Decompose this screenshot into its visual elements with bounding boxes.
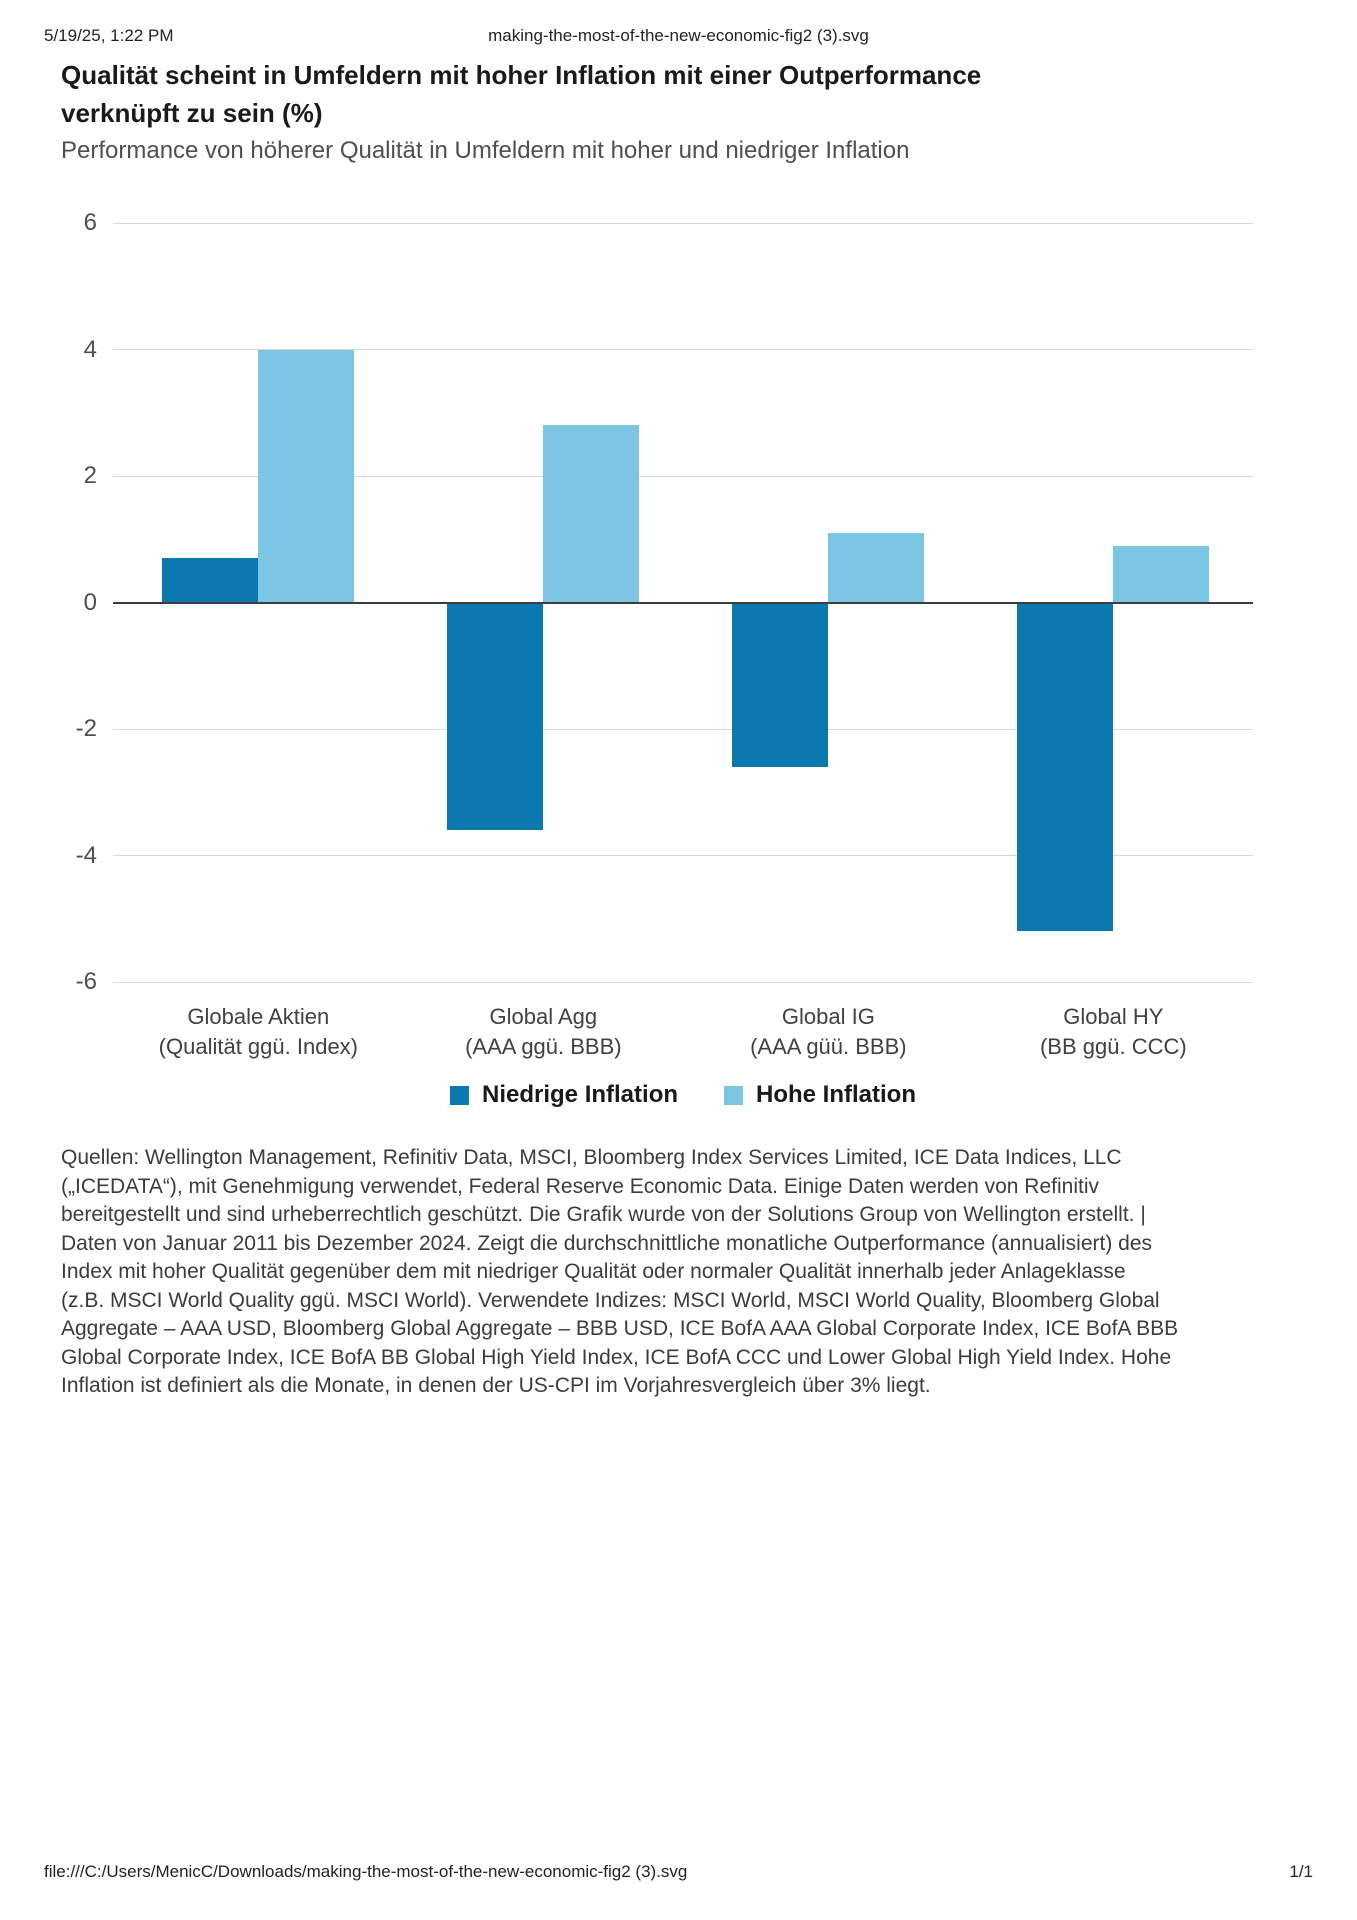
print-footer-page-indicator: 1/1 bbox=[1289, 1862, 1313, 1881]
x-category-label-global-agg: Global Agg (AAA ggü. BBB) bbox=[393, 1002, 693, 1062]
bar-hohe-inflation-global-agg bbox=[543, 425, 640, 603]
x-category-label-line1: Global Agg bbox=[489, 1004, 598, 1029]
footnote-line-6: (z.B. MSCI World Quality ggü. MSCI World… bbox=[61, 1288, 1160, 1312]
footnote-line-3: bereitgestellt und sind urheberrechtlich… bbox=[61, 1203, 1146, 1226]
legend-swatch-icon bbox=[450, 1085, 469, 1105]
bar-hohe-inflation-globale-aktien bbox=[258, 349, 355, 603]
y-tick-label-4: 4 bbox=[83, 335, 97, 363]
gridline-y-4 bbox=[113, 855, 1253, 856]
figure-title-line2: verknüpft zu sein (%) bbox=[61, 98, 323, 128]
footnote-line-8: Global Corporate Index, ICE BofA BB Glob… bbox=[61, 1345, 1172, 1369]
legend-item-niedrige-inflation: Niedrige Inflation bbox=[450, 1081, 678, 1109]
x-category-label-line1: Global IG bbox=[781, 1004, 875, 1029]
x-category-label-line1: Globale Aktien bbox=[187, 1004, 330, 1029]
y-tick-label-2: 2 bbox=[83, 462, 97, 489]
print-footer-file-url: file:///C:/Users/MenicC/Downloads/making… bbox=[44, 1862, 688, 1881]
bar-hohe-inflation-global-hy bbox=[1113, 545, 1210, 603]
x-category-label-line2: (Qualität ggü. Index) bbox=[158, 1034, 359, 1059]
x-category-label-globale-aktien: Globale Aktien (Qualität ggü. Index) bbox=[108, 1002, 408, 1062]
legend-item-hohe-inflation: Hohe Inflation bbox=[724, 1081, 916, 1109]
x-category-label-global-ig: Global IG (AAA güü. BBB) bbox=[678, 1002, 978, 1062]
y-tick-label--4: -4 bbox=[75, 841, 97, 869]
legend-label: Hohe Inflation bbox=[756, 1081, 916, 1108]
y-tick-label--2: -2 bbox=[75, 715, 97, 742]
footnote-line-9: Inflation ist definiert als die Monate, … bbox=[61, 1374, 931, 1397]
y-tick-label--6: -6 bbox=[75, 968, 97, 995]
bar-niedrige-inflation-globale-aktien bbox=[162, 558, 259, 603]
x-category-label-line2: (AAA ggü. BBB) bbox=[465, 1034, 622, 1059]
y-tick-label-6: 6 bbox=[83, 209, 97, 236]
plot-area bbox=[113, 222, 1253, 983]
bar-niedrige-inflation-global-agg bbox=[447, 602, 544, 831]
legend-swatch-icon bbox=[724, 1085, 744, 1105]
gridline-y4 bbox=[113, 349, 1253, 350]
gridline-y6 bbox=[113, 222, 1253, 224]
footnote-line-1: Quellen: Wellington Management, Refiniti… bbox=[61, 1146, 1122, 1169]
bar-niedrige-inflation-global-ig bbox=[732, 602, 829, 767]
bar-chart: 6 4 2 0 -2 -4 -6 Globale Aktien (Qualität ggü. … bbox=[75, 209, 1263, 1112]
zero-baseline bbox=[113, 601, 1253, 604]
chart-legend: Niedrige Inflation Hohe Inflation bbox=[113, 1078, 1253, 1112]
gridline-y-6 bbox=[113, 981, 1253, 983]
x-category-label-line2: (BB ggü. CCC) bbox=[1039, 1034, 1187, 1059]
x-category-label-line2: (AAA güü. BBB) bbox=[750, 1034, 907, 1059]
legend-label: Niedrige Inflation bbox=[482, 1081, 679, 1108]
bar-hohe-inflation-global-ig bbox=[828, 532, 925, 603]
figure-subtitle: Performance von höherer Qualität in Umfe… bbox=[61, 137, 910, 164]
footnote-line-5: Index mit hoher Qualität gegenüber dem m… bbox=[61, 1260, 1126, 1283]
source-footnote: Quellen: Wellington Management, Refiniti… bbox=[61, 1144, 1321, 1401]
footnote-line-4: Daten von Januar 2011 bis Dezember 2024.… bbox=[61, 1231, 1153, 1255]
bar-niedrige-inflation-global-hy bbox=[1017, 602, 1114, 932]
x-category-label-line1: Global HY bbox=[1063, 1004, 1164, 1029]
footnote-line-2: („ICEDATA“), mit Genehmigung verwendet, … bbox=[61, 1174, 1099, 1198]
figure-title-line1: Qualität scheint in Umfeldern mit hoher … bbox=[61, 60, 982, 90]
footnote-line-7: Aggregate – AAA USD, Bloomberg Global Ag… bbox=[61, 1317, 1179, 1340]
y-tick-label-0: 0 bbox=[83, 588, 97, 616]
print-header-filename: making-the-most-of-the-new-economic-fig2… bbox=[488, 26, 869, 45]
x-category-label-global-hy: Global HY (BB ggü. CCC) bbox=[963, 1002, 1263, 1062]
print-header-datetime: 5/19/25, 1:22 PM bbox=[44, 26, 174, 45]
gridline-y2 bbox=[113, 475, 1253, 477]
gridline-y-2 bbox=[113, 728, 1253, 730]
figure-title: Qualität scheint in Umfeldern mit hoher … bbox=[61, 56, 1241, 132]
